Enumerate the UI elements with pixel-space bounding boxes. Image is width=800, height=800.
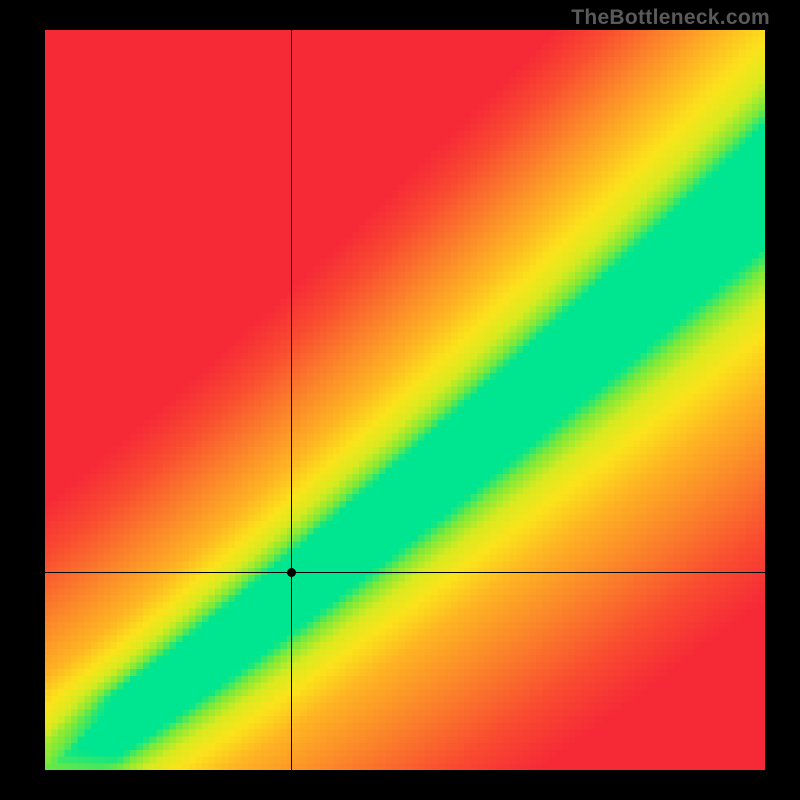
bottleneck-heatmap [45,30,765,770]
crosshair-vertical [291,30,292,770]
watermark-label: TheBottleneck.com [571,6,770,30]
chart-container: TheBottleneck.com [0,0,800,800]
crosshair-horizontal [45,572,765,573]
